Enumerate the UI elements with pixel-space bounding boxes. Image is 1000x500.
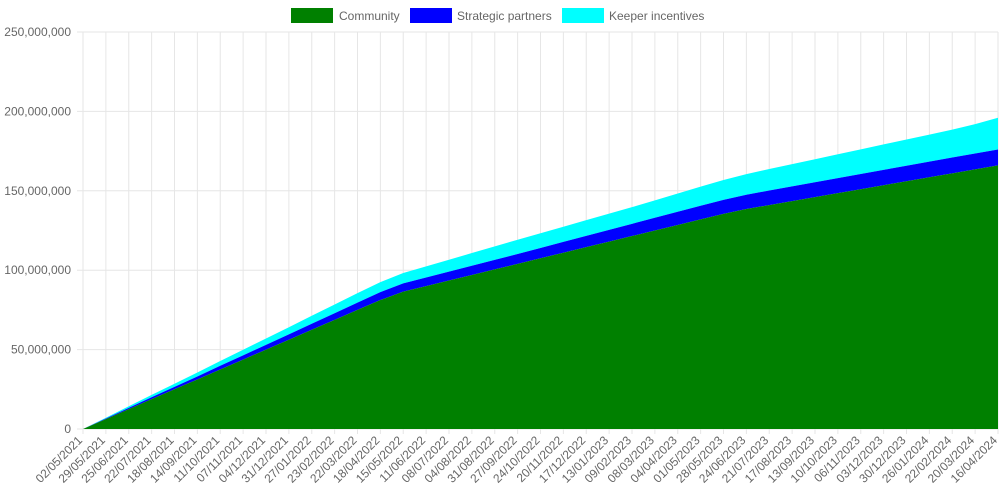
x-axis-ticks: 02/05/202129/05/202125/06/202122/07/2021… <box>33 433 1000 486</box>
y-tick-label: 50,000,000 <box>11 343 71 357</box>
y-tick-label: 100,000,000 <box>4 263 71 277</box>
y-tick-label: 0 <box>64 422 71 436</box>
area-keeper-incentives[interactable] <box>83 117 998 429</box>
legend-label-keeper-incentives[interactable]: Keeper incentives <box>609 9 704 23</box>
plot-areas <box>83 117 998 429</box>
y-axis-ticks: 0 50,000,000 100,000,000 150,000,000 200,000… <box>4 25 71 436</box>
legend-swatch-community[interactable] <box>291 8 333 23</box>
legend: Community Strategic partners Keeper ince… <box>291 8 704 23</box>
legend-label-strategic-partners[interactable]: Strategic partners <box>457 9 552 23</box>
legend-swatch-keeper-incentives[interactable] <box>562 8 604 23</box>
area-community[interactable] <box>83 165 998 429</box>
y-tick-label: 150,000,000 <box>4 184 71 198</box>
y-tick-label: 200,000,000 <box>4 104 71 118</box>
area-strategic-partners[interactable] <box>83 149 998 429</box>
y-tick-label: 250,000,000 <box>4 25 71 39</box>
legend-swatch-strategic-partners[interactable] <box>410 8 452 23</box>
legend-label-community[interactable]: Community <box>339 9 400 23</box>
